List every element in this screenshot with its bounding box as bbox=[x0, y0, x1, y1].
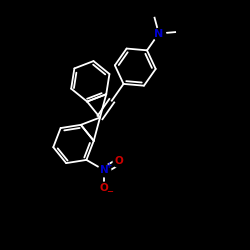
Text: −: − bbox=[106, 187, 113, 196]
Text: N: N bbox=[100, 165, 108, 175]
Text: O: O bbox=[100, 182, 108, 192]
Text: +: + bbox=[106, 161, 112, 170]
Text: O: O bbox=[115, 156, 124, 166]
Text: N: N bbox=[154, 28, 164, 38]
